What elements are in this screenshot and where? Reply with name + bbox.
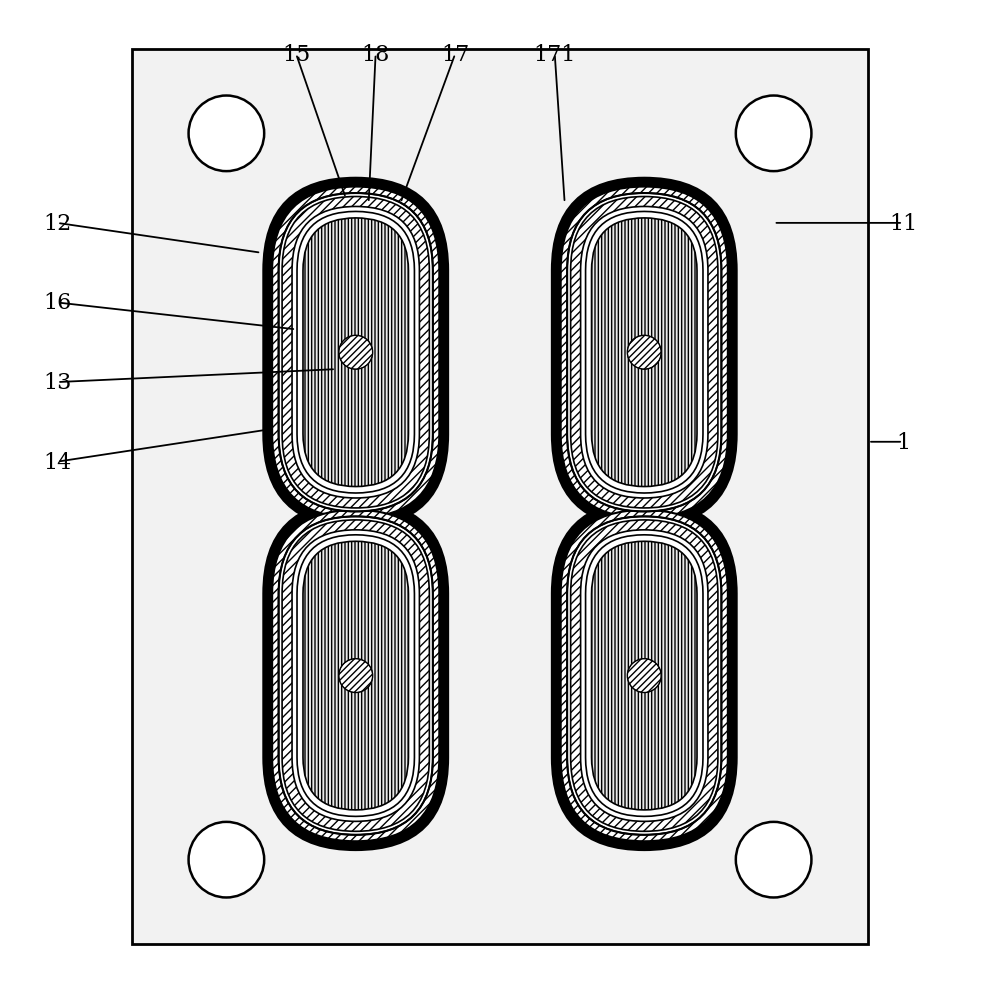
FancyBboxPatch shape — [561, 187, 728, 519]
Text: 13: 13 — [43, 372, 71, 394]
FancyBboxPatch shape — [567, 517, 721, 835]
FancyBboxPatch shape — [264, 179, 448, 527]
Circle shape — [189, 822, 264, 898]
Text: 1: 1 — [896, 431, 910, 453]
Circle shape — [627, 336, 661, 370]
FancyBboxPatch shape — [282, 521, 429, 831]
FancyBboxPatch shape — [264, 502, 448, 850]
Text: 17: 17 — [441, 44, 469, 66]
Circle shape — [736, 96, 811, 172]
FancyBboxPatch shape — [279, 517, 433, 835]
Circle shape — [736, 822, 811, 898]
Text: 15: 15 — [282, 44, 310, 66]
FancyBboxPatch shape — [292, 208, 419, 499]
FancyBboxPatch shape — [561, 511, 728, 841]
Circle shape — [339, 659, 373, 693]
FancyBboxPatch shape — [552, 179, 736, 527]
Text: 171: 171 — [534, 44, 576, 66]
FancyBboxPatch shape — [561, 511, 728, 841]
FancyBboxPatch shape — [303, 542, 408, 810]
FancyBboxPatch shape — [272, 187, 439, 519]
Text: 12: 12 — [43, 213, 71, 235]
FancyBboxPatch shape — [561, 187, 728, 519]
Text: 14: 14 — [43, 451, 71, 473]
Circle shape — [339, 336, 373, 370]
FancyBboxPatch shape — [586, 213, 703, 493]
FancyBboxPatch shape — [592, 542, 697, 810]
FancyBboxPatch shape — [552, 502, 736, 850]
FancyBboxPatch shape — [571, 521, 718, 831]
Text: 11: 11 — [889, 213, 917, 235]
FancyBboxPatch shape — [279, 194, 433, 512]
FancyBboxPatch shape — [282, 197, 429, 509]
Bar — [132, 50, 868, 944]
FancyBboxPatch shape — [567, 194, 721, 512]
FancyBboxPatch shape — [592, 219, 697, 487]
FancyBboxPatch shape — [272, 511, 439, 841]
Circle shape — [189, 96, 264, 172]
FancyBboxPatch shape — [292, 531, 419, 821]
FancyBboxPatch shape — [272, 187, 439, 519]
FancyBboxPatch shape — [297, 213, 414, 493]
FancyBboxPatch shape — [571, 197, 718, 509]
FancyBboxPatch shape — [586, 535, 703, 817]
Circle shape — [627, 659, 661, 693]
FancyBboxPatch shape — [581, 208, 708, 499]
FancyBboxPatch shape — [303, 219, 408, 487]
Text: 18: 18 — [361, 44, 390, 66]
FancyBboxPatch shape — [297, 535, 414, 817]
FancyBboxPatch shape — [581, 531, 708, 821]
FancyBboxPatch shape — [272, 511, 439, 841]
Text: 16: 16 — [43, 292, 71, 314]
